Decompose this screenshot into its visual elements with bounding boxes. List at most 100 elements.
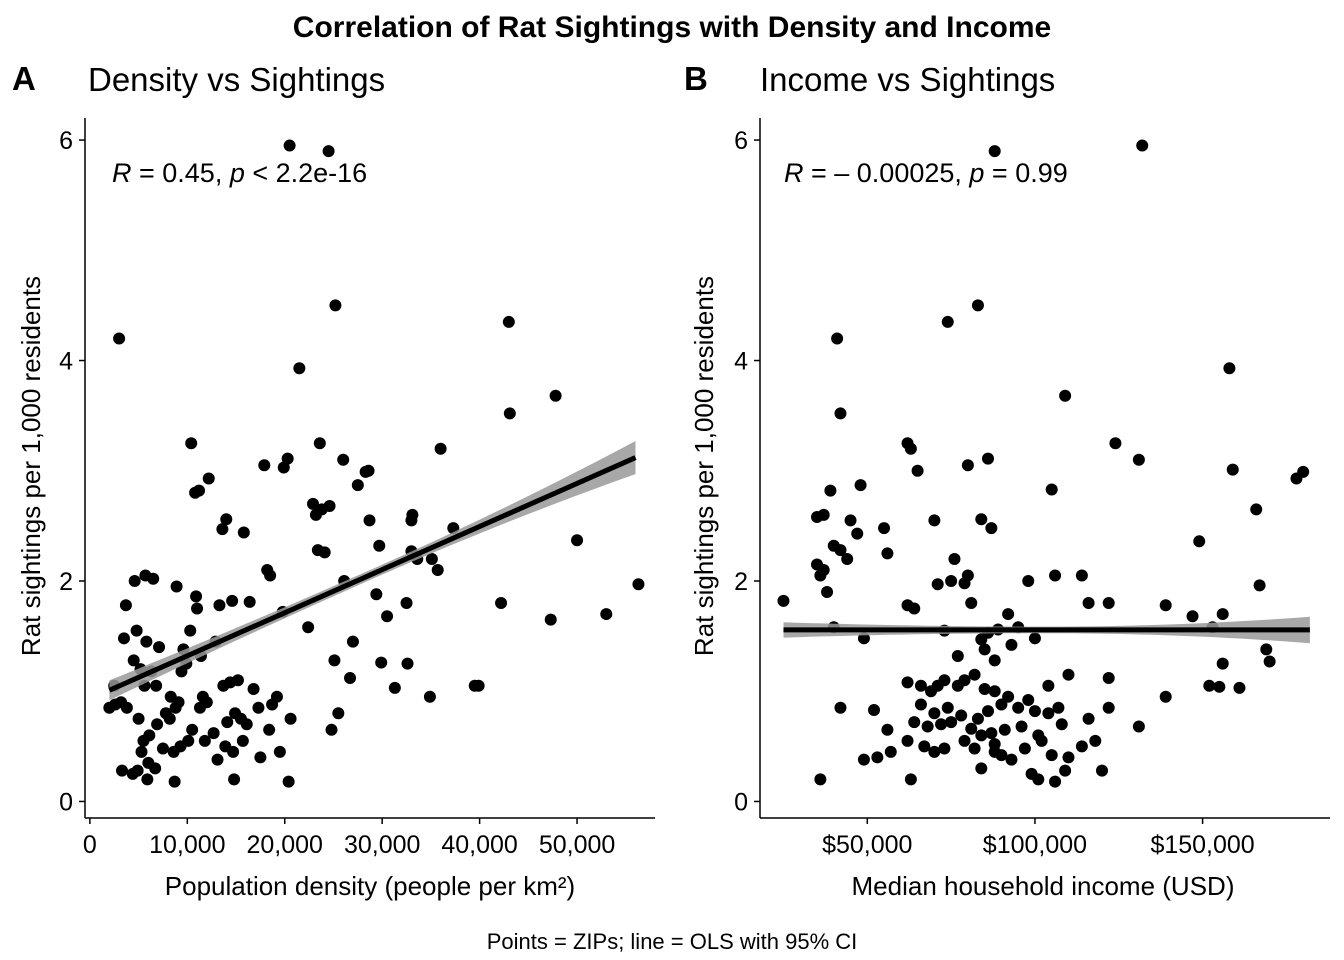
data-point: [400, 597, 413, 610]
data-point: [844, 514, 857, 527]
data-point: [363, 514, 376, 527]
data-point: [817, 563, 830, 576]
stat-label-income: R = – 0.00025, p = 0.99: [784, 158, 1068, 188]
data-point: [1075, 740, 1088, 753]
data-point: [968, 668, 981, 681]
data-point: [878, 522, 891, 535]
panel-tag-a: A: [12, 60, 36, 97]
data-point: [431, 563, 444, 576]
y-tick-label: 6: [59, 127, 73, 155]
data-point: [1059, 764, 1072, 777]
data-point: [277, 461, 290, 474]
data-point: [237, 526, 250, 539]
data-point: [182, 734, 195, 747]
x-tick-label: 20,000: [247, 831, 323, 859]
data-point: [150, 679, 163, 692]
data-point: [434, 442, 447, 455]
data-point: [1297, 465, 1310, 478]
data-point: [220, 513, 233, 526]
data-point: [168, 775, 181, 788]
data-point: [1260, 643, 1273, 656]
data-point: [325, 723, 338, 736]
data-point: [988, 654, 1001, 667]
data-point: [978, 683, 991, 696]
data-point: [329, 299, 342, 312]
data-point: [1052, 701, 1065, 714]
data-point: [1059, 389, 1072, 402]
data-point: [777, 594, 790, 607]
data-point: [938, 674, 951, 687]
data-point: [116, 764, 129, 777]
data-point: [958, 674, 971, 687]
data-point: [958, 734, 971, 747]
data-point: [904, 773, 917, 786]
data-point: [344, 672, 357, 684]
data-point: [503, 407, 516, 420]
data-point: [502, 315, 515, 328]
data-point: [982, 705, 994, 718]
data-point: [1132, 720, 1145, 733]
data-point: [128, 574, 141, 587]
data-point: [202, 472, 215, 485]
data-point: [149, 762, 162, 775]
data-point: [1075, 569, 1088, 582]
y-tick-label: 0: [734, 788, 748, 816]
data-point: [988, 145, 1001, 158]
data-point: [226, 594, 239, 607]
data-point: [1028, 705, 1041, 718]
data-point: [236, 734, 249, 747]
figure-title: Correlation of Rat Sightings with Densit…: [293, 11, 1051, 44]
data-point: [1203, 679, 1216, 692]
data-point: [1102, 672, 1115, 684]
y-tick-label: 0: [59, 788, 73, 816]
data-point: [600, 608, 613, 621]
x-tick-label: 0: [83, 831, 97, 859]
data-point: [1062, 751, 1075, 764]
ci-band: [109, 441, 636, 701]
data-point: [834, 701, 847, 714]
data-point: [351, 479, 364, 492]
data-point: [302, 621, 315, 634]
data-point: [1223, 362, 1236, 375]
data-point: [985, 727, 998, 740]
data-point: [901, 676, 914, 689]
data-point: [948, 552, 961, 565]
data-point: [1045, 749, 1058, 762]
data-point: [544, 613, 557, 626]
data-point: [1028, 632, 1041, 645]
data-point: [130, 624, 143, 637]
data-point: [1032, 773, 1045, 786]
panel-subtitle-income: Income vs Sightings: [760, 61, 1055, 98]
data-point: [971, 712, 984, 725]
data-point: [985, 522, 998, 535]
data-point: [1045, 483, 1058, 496]
data-point: [1089, 734, 1102, 747]
data-point: [988, 745, 1001, 758]
data-point: [941, 701, 954, 714]
data-point: [401, 657, 414, 670]
data-point: [1226, 463, 1239, 476]
data-point: [975, 762, 988, 775]
data-point: [928, 745, 941, 758]
data-point: [1082, 712, 1095, 725]
x-tick-label: $50,000: [822, 831, 912, 859]
data-point: [119, 599, 132, 612]
data-point: [231, 674, 244, 687]
data-point: [207, 727, 220, 740]
data-point: [190, 590, 203, 603]
x-tick-label: 40,000: [441, 831, 517, 859]
data-point: [901, 734, 914, 747]
data-point: [1253, 579, 1266, 592]
data-point: [109, 698, 122, 711]
data-point: [854, 479, 867, 492]
data-point: [141, 773, 154, 786]
data-point: [881, 723, 894, 736]
data-point: [293, 362, 306, 375]
data-point: [120, 701, 133, 714]
data-point: [998, 723, 1011, 736]
data-point: [375, 656, 388, 669]
data-point: [834, 407, 847, 420]
data-point: [884, 745, 897, 758]
data-point: [1005, 638, 1018, 651]
data-point: [871, 751, 884, 764]
